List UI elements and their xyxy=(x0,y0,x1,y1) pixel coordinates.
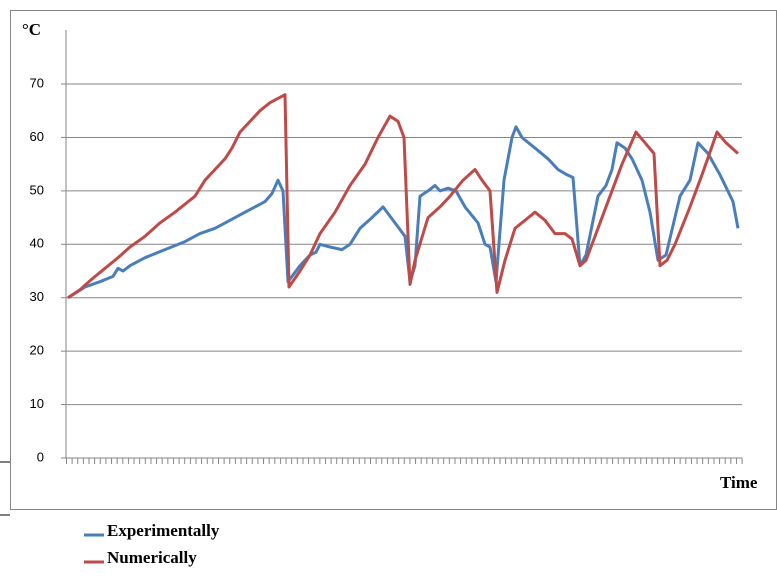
y-tick-label: 0 xyxy=(37,449,44,464)
legend-label: Numerically xyxy=(107,548,197,567)
y-axis-label: °C xyxy=(22,20,41,39)
y-tick-label: 60 xyxy=(30,129,44,144)
x-axis-label: Time xyxy=(720,473,758,492)
y-tick-label: 10 xyxy=(30,396,44,411)
y-tick-label: 40 xyxy=(30,236,44,251)
data-line xyxy=(67,93,739,299)
y-tick-label: 20 xyxy=(30,343,44,358)
legend-label: Experimentally xyxy=(107,521,220,540)
y-tick-label: 70 xyxy=(30,75,44,90)
y-tick-label: 30 xyxy=(30,289,44,304)
data-line xyxy=(67,125,740,299)
x-minor-ticks xyxy=(66,458,743,464)
chart-border xyxy=(10,10,777,510)
y-tick-label: 50 xyxy=(30,182,44,197)
